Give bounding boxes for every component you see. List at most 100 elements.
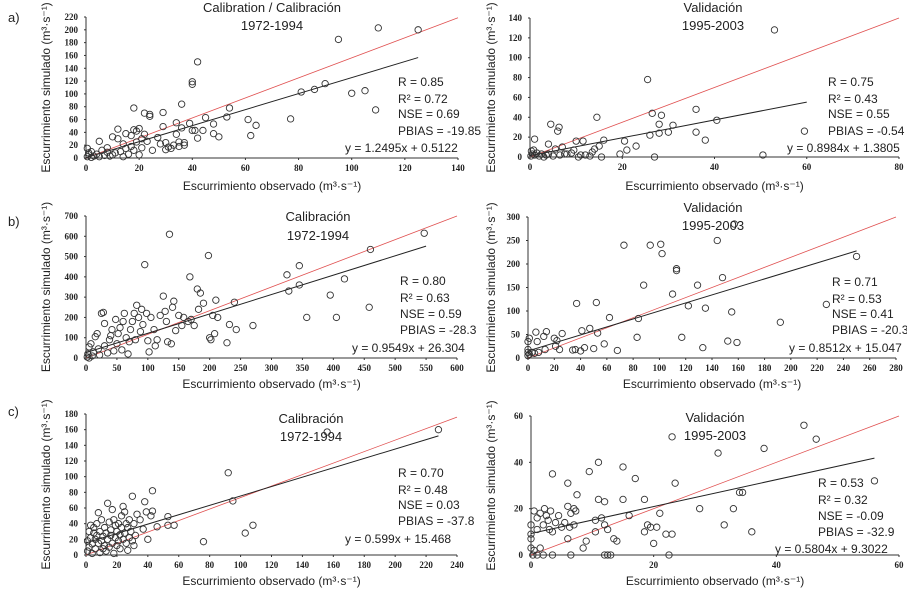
data-point	[118, 346, 126, 354]
chart-subtitle: 1972-1994	[280, 429, 342, 444]
data-point	[730, 220, 738, 228]
data-point	[671, 479, 679, 487]
data-point	[212, 296, 220, 304]
data-point	[577, 151, 585, 159]
data-point	[108, 325, 116, 334]
data-point	[283, 271, 291, 279]
data-point	[159, 292, 167, 300]
x-tick-label: 0	[84, 163, 89, 173]
data-point	[605, 313, 614, 322]
data-point	[530, 507, 538, 515]
chart-subtitle: 1995-2003	[684, 428, 746, 443]
data-point	[591, 516, 600, 524]
data-point	[178, 100, 186, 108]
data-point	[713, 236, 721, 245]
chart-subtitle: 1972-1994	[241, 18, 303, 33]
data-point	[616, 150, 624, 158]
x-tick-label: 40	[576, 363, 586, 373]
data-point	[140, 109, 149, 117]
data-point	[167, 340, 175, 348]
data-point	[525, 334, 533, 342]
data-point	[170, 141, 178, 149]
data-point	[178, 321, 186, 330]
data-point	[151, 342, 159, 350]
data-point	[147, 313, 155, 322]
data-point	[640, 281, 648, 289]
data-point	[640, 495, 649, 504]
data-point	[530, 151, 539, 159]
x-tick-label: 60	[802, 162, 812, 172]
data-point	[572, 299, 581, 308]
data-point	[110, 516, 118, 524]
data-point	[572, 137, 580, 145]
y-tick-label: 220	[65, 12, 79, 22]
y-tick-label: 120	[65, 456, 79, 466]
data-point	[100, 319, 109, 328]
data-point	[760, 444, 768, 453]
data-point	[812, 435, 820, 443]
data-point	[348, 89, 356, 97]
data-point	[567, 551, 575, 559]
data-point	[83, 353, 91, 361]
y-tick-label: 60	[513, 92, 523, 102]
data-point	[297, 88, 305, 96]
x-tick-label: 40	[772, 560, 782, 570]
stat-label: NSE = 0.03	[398, 498, 460, 512]
data-point	[546, 507, 555, 515]
data-point	[130, 541, 138, 550]
data-point	[564, 502, 572, 510]
y-tick-label: 700	[65, 211, 79, 221]
data-point	[539, 521, 547, 529]
data-point	[131, 531, 140, 540]
data-point	[159, 108, 167, 117]
data-point	[870, 477, 879, 485]
data-point	[592, 298, 600, 307]
data-point	[553, 336, 561, 345]
x-tick-label: 280	[889, 363, 903, 373]
data-point	[578, 327, 586, 335]
data-point	[116, 545, 124, 553]
x-tick-label: 60	[174, 560, 184, 570]
x-tick-label: 100	[345, 163, 359, 173]
data-point	[249, 321, 257, 330]
data-point	[133, 301, 141, 309]
y-tick-label: 20	[514, 504, 524, 514]
reference-line	[527, 216, 897, 359]
y-tick-label: 600	[65, 231, 79, 241]
x-tick-label: 150	[172, 363, 186, 373]
data-point	[193, 58, 202, 66]
data-point	[286, 115, 295, 123]
data-point	[103, 499, 112, 507]
y-tick-label: 0	[74, 550, 79, 560]
chart-subtitle: 1995-2003	[682, 218, 744, 233]
data-point	[114, 135, 122, 143]
data-point	[541, 345, 549, 354]
data-point	[692, 128, 700, 136]
data-point	[141, 261, 149, 269]
y-axis-label: Escurrimiento simulado (m³·s⁻¹)	[39, 202, 53, 372]
data-point	[124, 546, 132, 554]
data-point	[209, 311, 217, 320]
data-point	[625, 511, 633, 520]
data-point	[161, 307, 169, 315]
data-point	[178, 124, 186, 132]
data-point	[135, 151, 143, 159]
data-point	[99, 308, 107, 317]
data-point	[714, 449, 722, 457]
data-point	[365, 303, 373, 311]
data-point	[590, 344, 598, 353]
data-point	[127, 142, 135, 151]
data-point	[728, 308, 736, 316]
x-tick-label: 100	[234, 560, 248, 570]
data-point	[83, 547, 92, 555]
data-point	[604, 525, 612, 534]
stat-label: NSE = 0.59	[400, 307, 462, 321]
panel-b-cal: b) 0 50 100 150 200 250 300 350 400 450 500 550 600 0 1…	[8, 202, 477, 391]
data-point	[209, 129, 218, 138]
y-tick-label: 20	[513, 132, 523, 142]
data-point	[738, 488, 747, 497]
stat-label: R² = 0.32	[818, 493, 868, 507]
x-tick-label: 0	[84, 363, 89, 373]
data-point	[172, 119, 180, 127]
x-tick-label: 140	[296, 560, 310, 570]
